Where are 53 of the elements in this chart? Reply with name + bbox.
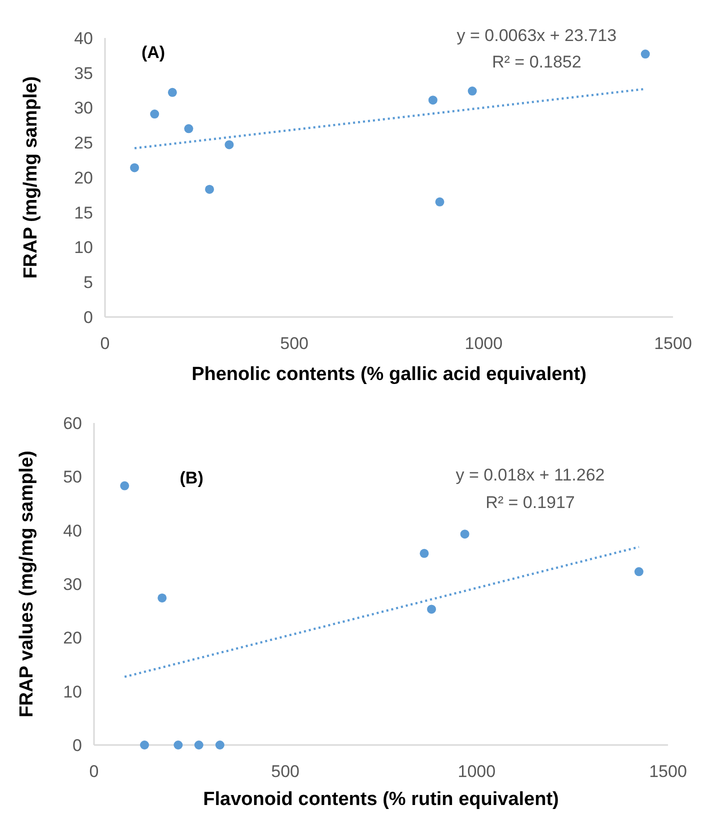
x-axis-title: Flavonoid contents (% rutin equivalent) xyxy=(203,789,559,810)
y-tick-label: 20 xyxy=(74,168,93,188)
y-axis-title: FRAP values (mg/mg sample) xyxy=(16,450,38,718)
annotation: R² = 0.1917 xyxy=(486,492,575,512)
point xyxy=(468,86,477,96)
point xyxy=(428,96,438,105)
x-tick-label: 1500 xyxy=(649,762,687,781)
x-tick-label: 500 xyxy=(280,334,309,353)
point xyxy=(215,740,224,750)
x-tick-label: 500 xyxy=(271,762,300,781)
x-tick-label: 1000 xyxy=(464,334,503,353)
annotation: (B) xyxy=(180,468,204,488)
y-tick-label: 60 xyxy=(63,414,82,433)
point xyxy=(640,50,650,59)
point xyxy=(120,481,130,490)
annotation: R² = 0.1852 xyxy=(492,52,582,72)
y-tick-label: 5 xyxy=(84,273,93,292)
point xyxy=(174,740,183,750)
y-tick-label: 20 xyxy=(63,628,82,648)
point xyxy=(224,140,234,150)
y-tick-label: 50 xyxy=(63,468,82,487)
y-tick-label: 10 xyxy=(74,238,93,258)
y-tick-label: 0 xyxy=(72,736,82,755)
annotation: y = 0.0063x + 23.713 xyxy=(456,26,617,46)
y-tick-label: 25 xyxy=(74,134,93,153)
annotation: (A) xyxy=(141,42,166,62)
y-tick-label: 0 xyxy=(84,308,93,327)
point xyxy=(634,567,644,576)
point xyxy=(130,163,140,172)
y-axis-title: FRAP (mg/mg sample) xyxy=(20,76,42,279)
y-tick-label: 30 xyxy=(74,98,93,118)
point xyxy=(420,548,429,558)
point xyxy=(460,530,470,539)
y-tick-label: 40 xyxy=(74,28,93,48)
y-tick-label: 10 xyxy=(63,682,82,702)
x-tick-label: 1500 xyxy=(654,334,692,353)
y-tick-label: 15 xyxy=(74,203,93,222)
point xyxy=(158,593,167,602)
point xyxy=(140,740,150,750)
point xyxy=(184,124,194,134)
point xyxy=(205,184,214,194)
x-tick-label: 1000 xyxy=(458,762,496,781)
annotation: y = 0.018x + 11.262 xyxy=(456,465,605,484)
y-tick-label: 30 xyxy=(63,574,82,594)
point xyxy=(435,197,444,206)
y-tick-label: 40 xyxy=(63,521,82,540)
x-tick-label: 0 xyxy=(100,334,110,353)
point xyxy=(427,604,436,614)
y-tick-label: 35 xyxy=(74,64,93,83)
point xyxy=(168,88,177,97)
point xyxy=(194,740,204,750)
x-axis-title: Phenolic contents (% gallic acid equivalent) xyxy=(192,364,586,385)
point xyxy=(150,110,160,119)
